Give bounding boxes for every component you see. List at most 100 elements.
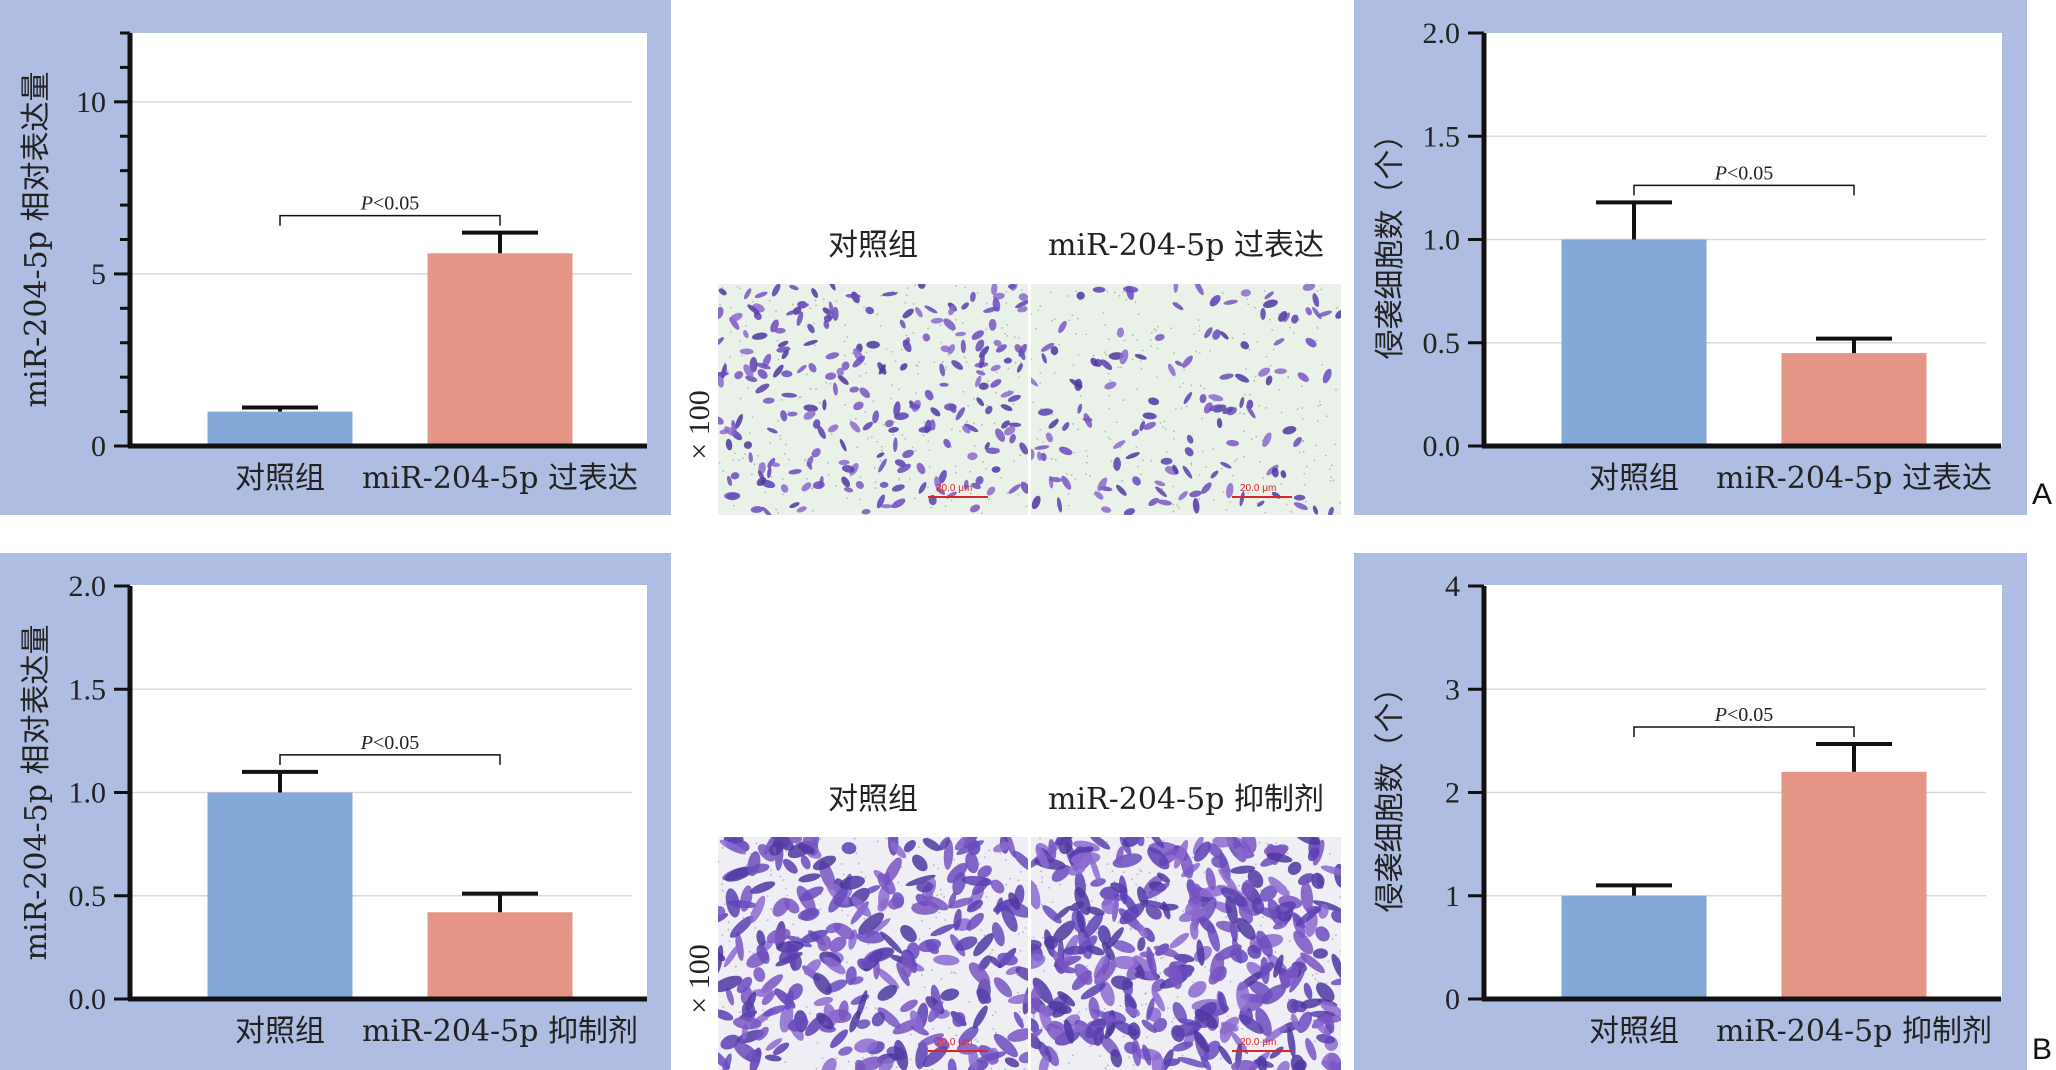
- stained-cell: [1034, 445, 1050, 450]
- stained-cell: [966, 899, 984, 913]
- stained-cell: [858, 912, 885, 935]
- stained-cell: [1147, 847, 1170, 870]
- stained-cell: [772, 1042, 790, 1056]
- stained-cell: [1062, 422, 1070, 431]
- stained-cell: [876, 452, 885, 458]
- stained-cell: [1137, 937, 1146, 952]
- significance-bracket: [279, 754, 501, 765]
- magnification-label-a: × 100: [683, 390, 716, 460]
- stained-cell: [993, 339, 1002, 347]
- stained-cell: [849, 386, 860, 393]
- stained-cell: [1208, 394, 1224, 402]
- stained-cell: [897, 463, 912, 474]
- stained-cell: [946, 862, 968, 884]
- stained-cell: [838, 459, 850, 466]
- stained-cell: [985, 447, 1000, 454]
- stained-cell: [1004, 426, 1016, 436]
- stained-cell: [955, 331, 967, 337]
- stained-cell: [1302, 284, 1316, 291]
- y-tick-label: 0: [91, 430, 106, 463]
- stained-cell: [918, 284, 926, 289]
- stained-cell: [1299, 998, 1322, 1009]
- stained-cell: [1037, 451, 1042, 461]
- stained-cell: [990, 364, 1001, 372]
- micrograph-b-treatment: [1031, 837, 1341, 1070]
- stained-cell: [773, 364, 784, 378]
- y-axis-title: miR-204-5p 相对表达量: [19, 72, 54, 408]
- stained-cell: [780, 410, 788, 422]
- stained-cell: [752, 332, 768, 340]
- stained-cell: [1241, 837, 1257, 854]
- stained-cell: [1330, 978, 1341, 986]
- stained-cell: [1194, 1009, 1218, 1029]
- stained-cell: [1300, 881, 1314, 912]
- stained-cell: [1188, 883, 1203, 905]
- stained-cell: [1000, 390, 1014, 398]
- stained-cell: [1020, 481, 1028, 494]
- stained-cell: [1255, 1007, 1272, 1037]
- stained-cell: [1058, 446, 1073, 456]
- stained-cell: [1151, 978, 1166, 993]
- stained-cell: [725, 866, 754, 882]
- stained-cell: [1186, 434, 1194, 444]
- stained-cell: [995, 897, 1003, 915]
- stained-cell: [922, 838, 941, 852]
- stained-cell: [1235, 373, 1250, 383]
- stained-cell: [1313, 1019, 1331, 1037]
- stained-cell: [836, 367, 844, 377]
- stained-cell: [745, 375, 758, 383]
- image-label-a-control: 对照组: [828, 228, 918, 263]
- stained-cell: [1008, 484, 1021, 494]
- stained-cell: [1155, 486, 1167, 498]
- y-tick-label: 1.0: [69, 777, 107, 810]
- stained-cell: [1272, 921, 1288, 930]
- stained-cell: [817, 935, 832, 952]
- stained-cell: [804, 959, 822, 976]
- stained-cell: [718, 416, 724, 425]
- stained-cell: [1192, 498, 1200, 514]
- stained-cell: [924, 895, 949, 911]
- y-tick-label: 1.0: [1423, 224, 1461, 257]
- panel-letter-a: A: [2032, 478, 2053, 511]
- y-axis-title: 侵袭细胞数（个）: [1373, 120, 1408, 360]
- stained-cell: [861, 508, 871, 515]
- stained-cell: [1241, 879, 1255, 897]
- stained-cell: [1097, 477, 1108, 492]
- stained-cell: [1141, 1019, 1157, 1033]
- stained-cell: [736, 1029, 765, 1044]
- stained-cell: [878, 458, 887, 473]
- stained-cell: [1119, 349, 1129, 365]
- stained-cell: [1219, 373, 1234, 380]
- stained-cell: [784, 990, 794, 1011]
- stained-cell: [1001, 420, 1010, 429]
- stained-cell: [951, 360, 964, 370]
- x-category-label: 对照组: [235, 1014, 325, 1049]
- stained-cell: [940, 988, 960, 1001]
- stained-cell: [1062, 945, 1087, 955]
- stained-cell: [1321, 1052, 1334, 1067]
- stained-cell: [1090, 1008, 1118, 1023]
- image-label-a-treatment: miR-204-5p 过表达: [1048, 228, 1324, 263]
- stained-cell: [1328, 506, 1334, 515]
- stained-cell: [756, 1026, 769, 1041]
- stained-cell: [1111, 940, 1136, 953]
- stained-cell: [1293, 494, 1306, 501]
- stained-cell: [761, 506, 774, 515]
- stained-cell: [1132, 476, 1141, 486]
- stained-cell: [1274, 368, 1287, 375]
- stained-cell: [970, 291, 976, 303]
- stained-cell: [856, 1019, 871, 1029]
- stained-cell: [786, 309, 798, 316]
- stained-cell: [733, 1041, 760, 1063]
- stained-cell: [757, 369, 768, 379]
- stained-cell: [1278, 311, 1288, 322]
- stained-cell: [1051, 864, 1071, 882]
- stained-cell: [1183, 391, 1193, 404]
- stained-cell: [724, 426, 736, 436]
- stained-cell: [984, 442, 990, 450]
- stained-cell: [989, 956, 1002, 968]
- stained-cell: [1056, 497, 1063, 513]
- stained-cell: [971, 482, 981, 490]
- stained-cell: [762, 1005, 787, 1017]
- stained-cell: [1008, 422, 1022, 427]
